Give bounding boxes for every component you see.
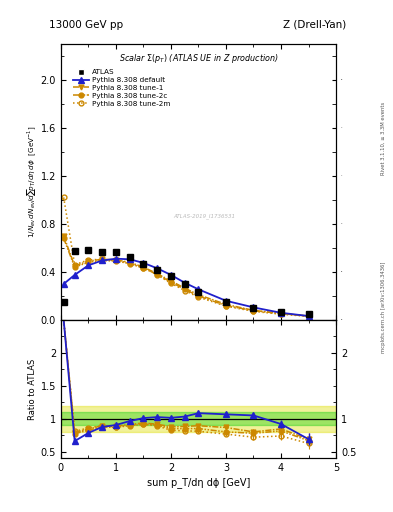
Text: ATLAS-2019_I1736531: ATLAS-2019_I1736531: [173, 214, 235, 219]
Legend: ATLAS, Pythia 8.308 default, Pythia 8.308 tune-1, Pythia 8.308 tune-2c, Pythia 8: ATLAS, Pythia 8.308 default, Pythia 8.30…: [73, 69, 171, 106]
X-axis label: sum p_T/dη dϕ [GeV]: sum p_T/dη dϕ [GeV]: [147, 477, 250, 488]
Text: mcplots.cern.ch [arXiv:1306.3436]: mcplots.cern.ch [arXiv:1306.3436]: [381, 262, 386, 353]
Text: Scalar $\Sigma(p_T)$ (ATLAS UE in Z production): Scalar $\Sigma(p_T)$ (ATLAS UE in Z prod…: [119, 52, 278, 65]
Bar: [61, 412, 336, 425]
Bar: [61, 406, 336, 432]
Text: 13000 GeV pp: 13000 GeV pp: [50, 19, 123, 30]
Text: Rivet 3.1.10, ≥ 3.3M events: Rivet 3.1.10, ≥ 3.3M events: [381, 101, 386, 175]
Text: Z (Drell-Yan): Z (Drell-Yan): [283, 19, 346, 30]
Y-axis label: $1/N_{ev}\,dN_{ev}/d\!\sum\! p_T/d\eta\,d\phi$  [GeV$^{-1}$]: $1/N_{ev}\,dN_{ev}/d\!\sum\! p_T/d\eta\,…: [25, 125, 38, 238]
Y-axis label: Ratio to ATLAS: Ratio to ATLAS: [28, 358, 37, 420]
